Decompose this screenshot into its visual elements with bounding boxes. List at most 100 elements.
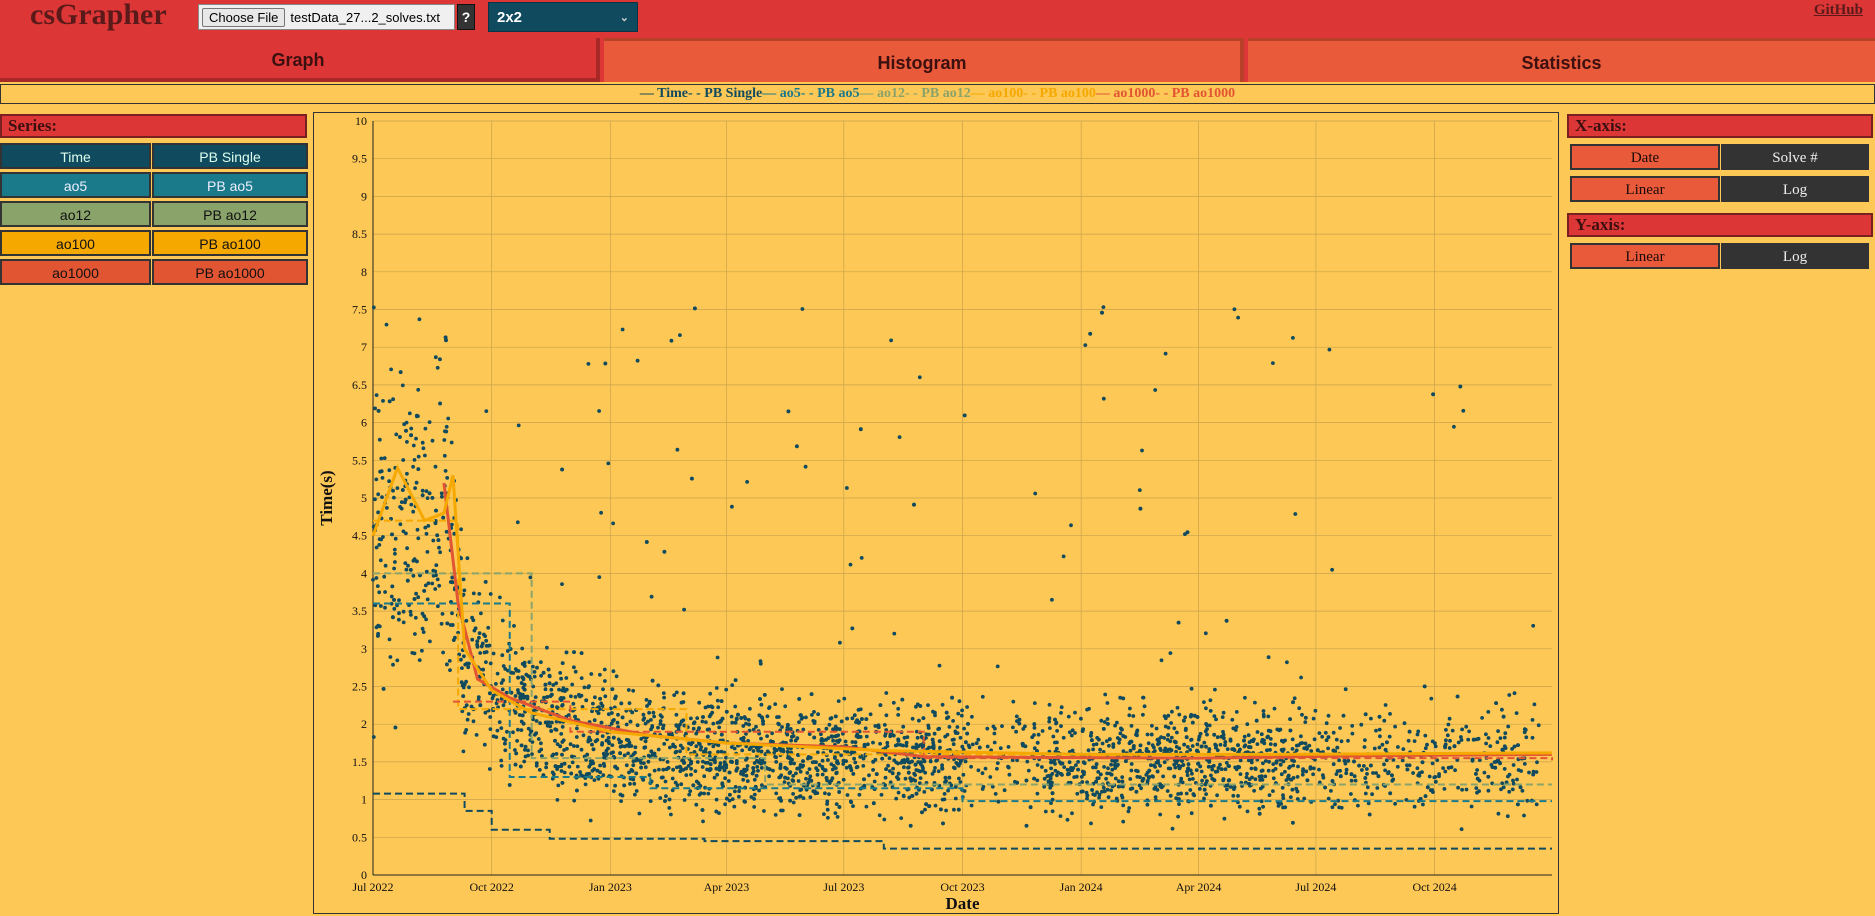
time-point <box>1301 769 1305 774</box>
time-point <box>1053 717 1057 722</box>
time-point <box>558 671 563 675</box>
help-button[interactable]: ? <box>457 4 475 30</box>
time-point <box>733 789 737 794</box>
time-point <box>649 718 653 722</box>
series-button-pb-ao5[interactable]: PB ao5 <box>152 172 308 198</box>
time-point <box>1258 786 1263 791</box>
time-point <box>639 737 644 741</box>
time-point <box>785 749 790 754</box>
time-point <box>444 424 449 429</box>
time-point <box>1520 788 1525 793</box>
graph-area[interactable]: 0 0.5 1 1.5 2 2.5 3 3.5 4 4.5 5 5.5 6 6.5 7 7.5 8 8.5 9 9.5… <box>313 112 1559 914</box>
time-point <box>1531 623 1536 628</box>
layout-select[interactable]: 2x2 ⌄ <box>488 2 638 32</box>
time-point <box>988 775 993 779</box>
time-point <box>1453 768 1457 773</box>
time-point <box>598 672 602 677</box>
time-point <box>1313 708 1318 713</box>
time-point <box>757 713 762 718</box>
tab-histogram[interactable]: Histogram <box>604 38 1244 82</box>
x-axis-date-button[interactable]: Date <box>1570 144 1720 170</box>
x-axis-linear-button[interactable]: Linear <box>1570 176 1720 202</box>
time-point <box>1162 736 1166 740</box>
time-point <box>800 307 805 311</box>
time-point <box>462 654 466 659</box>
time-point <box>1271 789 1275 793</box>
time-point <box>691 726 696 731</box>
time-point <box>1079 716 1083 721</box>
time-point <box>1215 748 1220 753</box>
time-point <box>1317 780 1322 785</box>
time-point <box>627 770 631 775</box>
time-point <box>1015 758 1019 762</box>
time-point <box>1425 742 1429 747</box>
time-point <box>1126 809 1131 814</box>
series-button-pb-ao12[interactable]: PB ao12 <box>152 201 308 227</box>
time-point <box>871 768 875 772</box>
time-point <box>626 751 630 756</box>
time-point <box>1213 687 1217 692</box>
choose-file-button[interactable]: Choose File <box>202 7 286 27</box>
time-point <box>726 779 731 783</box>
time-point <box>660 715 664 719</box>
time-point <box>719 732 724 737</box>
time-point <box>849 750 854 755</box>
time-point <box>1101 396 1106 401</box>
time-point <box>1196 737 1201 742</box>
time-point <box>479 611 483 616</box>
time-point <box>376 634 380 638</box>
time-point <box>1185 745 1190 749</box>
series-button-pb-single[interactable]: PB Single <box>152 143 308 169</box>
time-point <box>918 704 923 708</box>
time-point <box>801 796 806 800</box>
time-point <box>1516 743 1520 747</box>
time-point <box>1380 742 1385 747</box>
time-point <box>804 776 808 781</box>
time-point <box>405 471 409 476</box>
x-axis-solve-number-button[interactable]: Solve # <box>1721 144 1869 170</box>
chart-svg[interactable]: 00.511.522.533.544.555.566.577.588.599.5… <box>314 113 1558 913</box>
github-link[interactable]: GitHub <box>1813 2 1863 18</box>
time-point <box>697 726 701 731</box>
time-point <box>416 387 421 392</box>
legend-label: PB ao100 <box>1036 86 1096 101</box>
legend-item-ao12: — ao12 <box>859 86 905 101</box>
time-point <box>555 798 560 802</box>
time-point <box>531 664 535 669</box>
series-button-pb-ao1000[interactable]: PB ao1000 <box>152 259 308 285</box>
time-point <box>1501 714 1506 719</box>
time-point <box>1236 794 1240 798</box>
y-axis-linear-button[interactable]: Linear <box>1570 243 1720 269</box>
series-button-pb-ao100[interactable]: PB ao100 <box>152 230 308 256</box>
time-point <box>1198 731 1203 736</box>
time-point <box>382 574 387 579</box>
time-point <box>663 799 667 803</box>
tab-statistics[interactable]: Statistics <box>1248 38 1875 82</box>
time-point <box>747 722 751 727</box>
time-point <box>461 592 466 597</box>
time-point <box>1470 757 1475 762</box>
series-button-ao1000[interactable]: ao1000 <box>0 259 151 285</box>
time-point <box>1054 746 1059 751</box>
time-point <box>767 705 772 709</box>
time-point <box>1138 748 1142 753</box>
series-button-ao12[interactable]: ao12 <box>0 201 151 227</box>
legend-label: PB Single <box>700 86 763 101</box>
tab-graph[interactable]: Graph <box>0 38 600 82</box>
time-point <box>584 698 589 703</box>
time-point <box>602 667 607 672</box>
time-point <box>757 760 761 765</box>
time-point <box>425 597 430 602</box>
time-point <box>1202 796 1206 801</box>
time-point <box>539 660 543 664</box>
series-button-time[interactable]: Time <box>0 143 151 169</box>
series-button-ao100[interactable]: ao100 <box>0 230 151 256</box>
time-point <box>1059 772 1063 776</box>
time-point <box>1423 733 1428 738</box>
time-point <box>560 703 565 707</box>
time-point <box>839 719 844 724</box>
file-input[interactable]: Choose File testData_27...2_solves.txt <box>198 4 455 30</box>
series-button-ao5[interactable]: ao5 <box>0 172 151 198</box>
x-axis-log-button[interactable]: Log <box>1721 176 1869 202</box>
y-axis-log-button[interactable]: Log <box>1721 243 1869 269</box>
